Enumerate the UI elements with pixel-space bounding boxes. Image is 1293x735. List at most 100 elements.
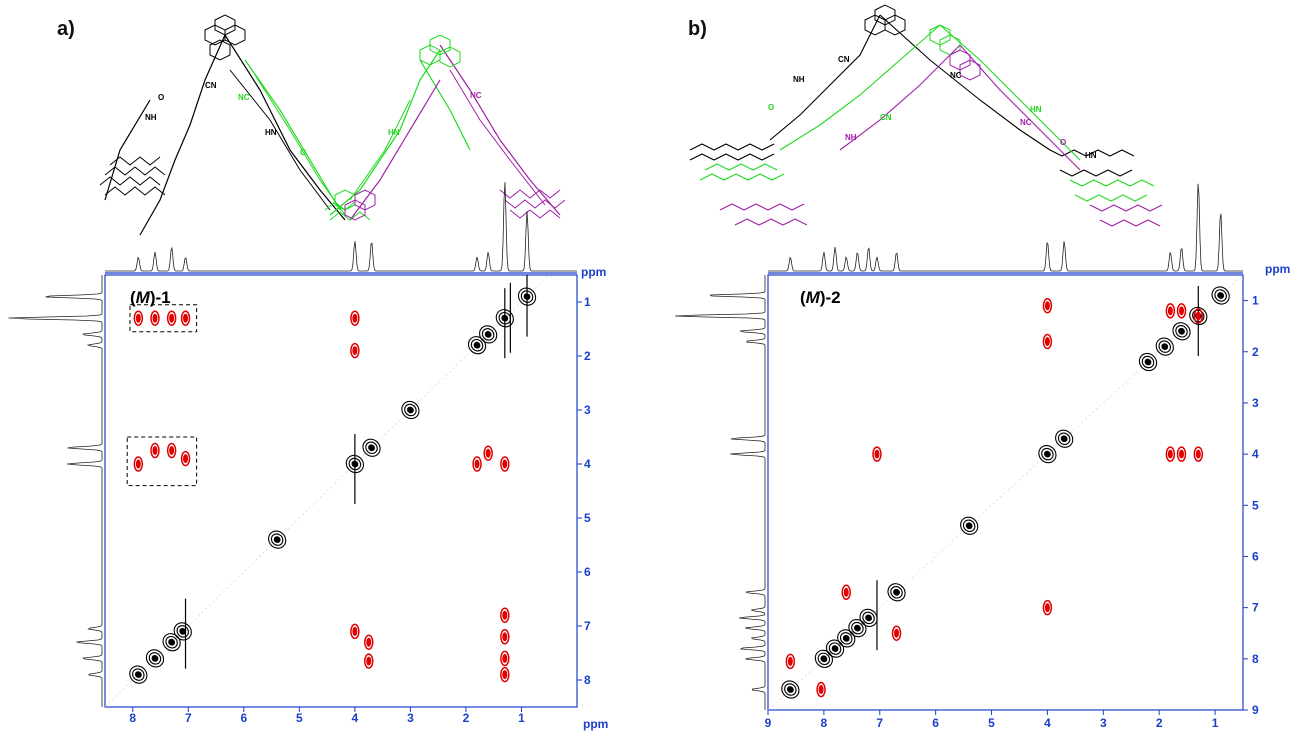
axes-2: 9 8 7 6 5 4 3 2 1 1 2 3 4 5 6 7 8 9 [765, 294, 1259, 730]
diagonal-peak [865, 614, 872, 622]
top-projection-spectrum-1 [105, 182, 577, 272]
y-tick-label: 5 [1252, 498, 1259, 512]
diagonal-peak [862, 611, 875, 625]
y-tick-label: 9 [1252, 703, 1259, 717]
molecular-structure-2: CN NC NH HN O O NC CN NH HN [689, 4, 1163, 227]
x-tick-label: 1 [518, 711, 525, 725]
cross-peak [1042, 599, 1053, 616]
cross-peak [818, 685, 824, 695]
x-tick-label: 8 [129, 711, 136, 725]
cross-peak [1195, 449, 1201, 459]
y-tick-label: 7 [1252, 601, 1259, 615]
diagonal-peak [1217, 292, 1225, 299]
diagonal-peak [401, 400, 420, 420]
x-tick-label: 7 [876, 716, 883, 730]
cross-peak [843, 587, 849, 597]
diagonal-peak [268, 530, 287, 549]
cross-peak [1165, 446, 1176, 462]
cross-peak [150, 310, 160, 326]
top-projection-trace [105, 182, 577, 272]
cross-peak [152, 313, 158, 323]
struct-label: HN [388, 128, 400, 137]
top-ppm-label-1: ppm [581, 265, 606, 279]
y-tick-label: 7 [584, 619, 591, 633]
diagonal-peak [828, 642, 842, 655]
x-tick-label: 6 [932, 716, 939, 730]
cross-peak [135, 313, 141, 323]
diagonal-peak [481, 328, 495, 341]
diagonal-peak [842, 634, 850, 642]
axes-1: 8 7 6 5 4 3 2 1 1 2 3 4 5 6 7 8 [129, 295, 591, 725]
cross-peak [366, 656, 372, 666]
diagonal-peak [473, 341, 481, 349]
diagonal-peak [1057, 432, 1071, 446]
struct-label: O [1060, 138, 1066, 147]
top-projection-trace [768, 183, 1243, 272]
struct-label: NH [145, 113, 157, 122]
cross-peak [1167, 306, 1173, 316]
struct-label: HN [1085, 151, 1097, 160]
diagonal-peak [1158, 340, 1172, 353]
highlight-box [129, 304, 198, 333]
contour-map-1 [105, 275, 550, 707]
cross-peak [894, 628, 900, 638]
top-projection-spectrum-2 [768, 183, 1243, 272]
struct-label: NC [950, 71, 962, 80]
diagonal-peak [479, 325, 498, 344]
cross-peak [502, 632, 508, 642]
struct-label: NH [845, 133, 857, 142]
cross-peak [350, 623, 360, 640]
diagonal-peak [1175, 325, 1188, 338]
sample-label-2: (M)-2 [800, 288, 841, 307]
diagonal-peak [168, 638, 176, 646]
diagonal-peak [484, 330, 492, 338]
struct-label: O [300, 148, 306, 157]
panel-b-letter: b) [688, 18, 707, 40]
x-tick-label: 5 [296, 711, 303, 725]
diagonal-peak [365, 441, 378, 455]
diagonal-peak [362, 438, 381, 457]
x-tick-label: 7 [185, 711, 192, 725]
cross-peak [502, 459, 508, 469]
x-tick-label: 2 [1156, 716, 1163, 730]
cross-peak [183, 313, 189, 323]
left-projection-trace [8, 275, 103, 707]
y-tick-label: 8 [1252, 652, 1259, 666]
cross-peak [1193, 308, 1204, 324]
plot-frame-1 [104, 274, 578, 708]
cross-peak [472, 456, 482, 472]
y-tick-label: 8 [584, 673, 591, 687]
diagonal-peak [1189, 306, 1208, 326]
cross-peak [150, 442, 160, 459]
cross-peak [474, 459, 480, 469]
x-tick-label: 3 [407, 711, 414, 725]
diagonal-peak [820, 655, 828, 663]
x-tick-label: 2 [463, 711, 470, 725]
cross-peak [891, 625, 902, 641]
cross-peak [183, 454, 189, 464]
left-projection-spectrum-1 [8, 275, 103, 707]
diagonal-peak [859, 608, 878, 627]
diagonal-peak [470, 338, 484, 352]
cross-peak [1044, 603, 1050, 613]
cross-peak [500, 456, 510, 472]
diagonal-peak [960, 516, 979, 535]
diagonal-peak [1172, 322, 1191, 341]
cross-peak [500, 607, 510, 623]
molecular-structure-1: CN NC NH HN O O NC HN [99, 14, 566, 236]
cross-peak [169, 446, 175, 455]
diagonal-peak [368, 444, 375, 452]
struct-label: NC [238, 93, 250, 102]
y-tick-label: 6 [1252, 549, 1259, 563]
cross-peak [364, 634, 374, 650]
cross-peak [1176, 303, 1187, 319]
diagonal-peak [1055, 429, 1074, 448]
diagonal-peak [1044, 450, 1051, 458]
diagonal-peak [517, 287, 537, 306]
diagonal-peak [145, 649, 165, 668]
diagonal-peak [132, 668, 145, 681]
cross-peak [816, 681, 826, 698]
diagonal-peak [270, 533, 284, 546]
cross-peak [350, 342, 360, 359]
diagonal-peak [345, 454, 364, 474]
